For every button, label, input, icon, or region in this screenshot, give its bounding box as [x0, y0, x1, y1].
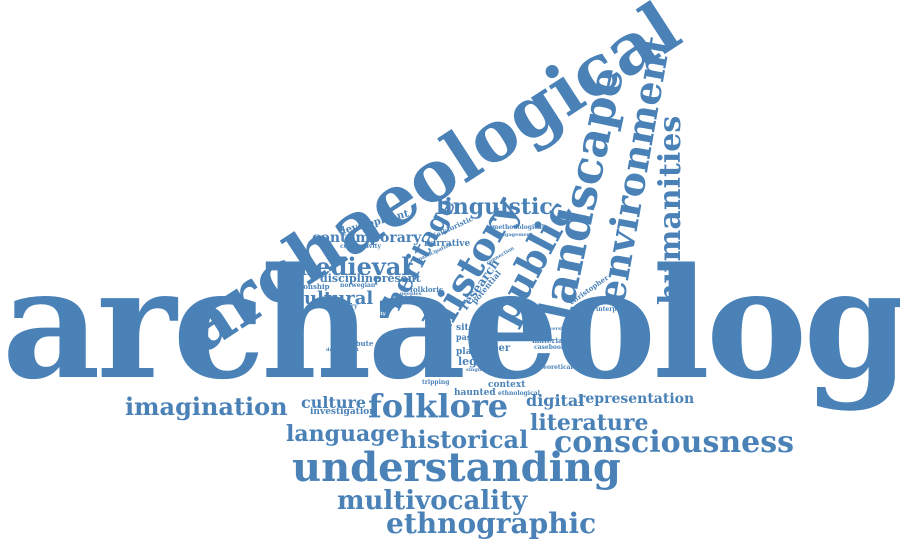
- word-paper: paper: [478, 343, 511, 354]
- word-theoretical: theoretical: [536, 364, 573, 371]
- word-folkloric: folkloric: [410, 285, 444, 294]
- word-norwegian: norwegian: [340, 282, 376, 289]
- word-investigation: investigation: [310, 407, 376, 417]
- word-tripping: tripping: [422, 379, 450, 386]
- word-archaeology: archaeology: [2, 234, 900, 413]
- word-imagination: imagination: [125, 392, 288, 421]
- word-discipline: discipline: [320, 272, 380, 285]
- word-language: language: [286, 421, 400, 447]
- word-understanding: understanding: [292, 444, 621, 491]
- word-site: site: [456, 323, 475, 333]
- word-representation: representation: [578, 391, 695, 407]
- word-relationship: relationship: [282, 282, 330, 291]
- word-place: place: [456, 347, 483, 357]
- word-haunted: haunted: [454, 388, 496, 398]
- word-contemporary: contemporary: [312, 230, 422, 246]
- word-interpretive: interpretive: [596, 306, 636, 313]
- word-ethnographic: ethnographic: [386, 507, 597, 540]
- word-casebook: casebook: [534, 344, 566, 351]
- word-present: present: [374, 272, 421, 285]
- word-historical: historical: [400, 425, 529, 454]
- word-department: department: [326, 347, 359, 353]
- word-folklore: folklore: [368, 387, 509, 425]
- word-methodological: methodological: [492, 224, 545, 231]
- word-engagement: engagement: [498, 232, 533, 238]
- word-context: context: [488, 380, 526, 390]
- word-digital: digital: [526, 391, 585, 410]
- word-peoples: peoples: [400, 291, 422, 297]
- word-ethnological: ethnological: [498, 390, 540, 397]
- word-material: material: [532, 336, 566, 345]
- word-identity: identity: [364, 311, 386, 317]
- word-singing: singing: [466, 367, 487, 373]
- word-medieval: medieval: [290, 252, 411, 281]
- word-consciousness: consciousness: [554, 425, 795, 460]
- word-literature: literature: [530, 410, 649, 436]
- word-contribute: contribute: [332, 339, 374, 348]
- word-multivocality: multivocality: [337, 486, 528, 516]
- word-humanities: humanities: [653, 115, 688, 305]
- word-past: past: [456, 332, 475, 342]
- word-culture: culture: [301, 393, 367, 412]
- word-cultural: cultural: [293, 288, 374, 309]
- word-linguistic: linguistic: [436, 194, 553, 220]
- word-legend: legend: [458, 355, 500, 368]
- word-connectivity: connectivity: [340, 243, 381, 250]
- word-disciplinary: disciplinary: [318, 303, 358, 310]
- word-narrative: narrative: [424, 239, 471, 249]
- word-diversity: diversity: [544, 326, 569, 332]
